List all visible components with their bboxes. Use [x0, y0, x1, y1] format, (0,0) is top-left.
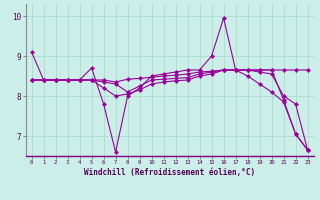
X-axis label: Windchill (Refroidissement éolien,°C): Windchill (Refroidissement éolien,°C)	[84, 168, 255, 177]
